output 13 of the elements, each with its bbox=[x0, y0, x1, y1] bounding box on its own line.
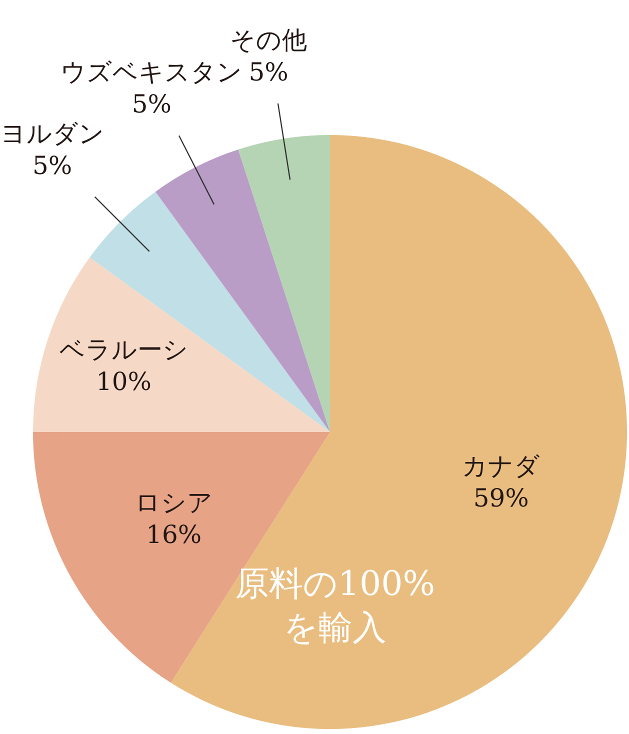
data-label: 5% bbox=[132, 90, 172, 119]
slice-label: その他 bbox=[230, 25, 308, 54]
slice-label: ロシア bbox=[134, 488, 213, 517]
slice-label: カナダ bbox=[462, 452, 540, 481]
slice-label: ヨルダン bbox=[0, 118, 104, 148]
data-label: 16% bbox=[146, 520, 202, 549]
text: 原料の100%を輸入 bbox=[234, 563, 436, 650]
slice-label: ウズベキスタン bbox=[60, 58, 243, 87]
data-label: 5% bbox=[32, 150, 72, 180]
data-label: 10% bbox=[96, 367, 152, 396]
data-label: 5% bbox=[248, 57, 288, 86]
slice-label: ベラルーシ bbox=[59, 335, 188, 364]
data-label: 59% bbox=[473, 484, 529, 513]
